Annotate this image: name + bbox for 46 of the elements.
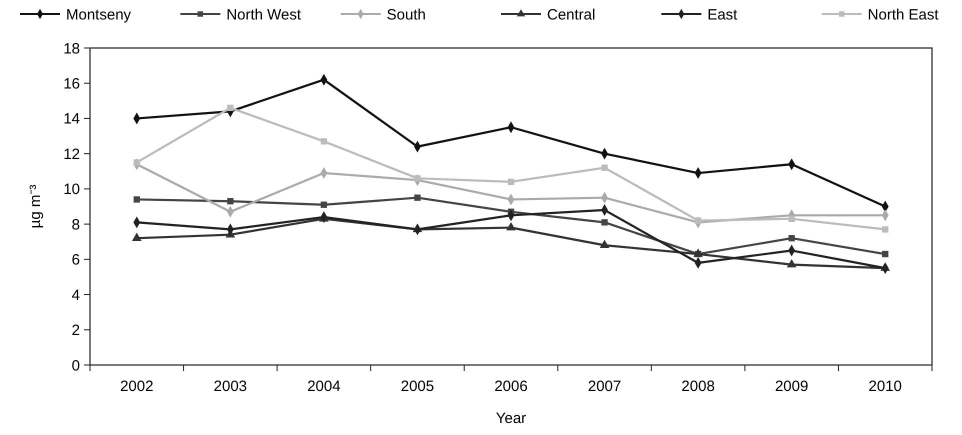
point (320, 138, 328, 144)
legend-label: North West (226, 6, 302, 24)
x-tick-label: 2007 (588, 378, 622, 395)
point (694, 217, 702, 224)
x-axis-title: Year (496, 410, 526, 427)
point (788, 235, 795, 242)
legend-label: South (386, 6, 426, 24)
x-tick-label: 2004 (307, 378, 341, 395)
point (601, 164, 608, 171)
point (132, 232, 142, 241)
x-tick-label: 2008 (681, 378, 715, 395)
x-tick-label: 2002 (120, 378, 154, 395)
x-tick-label: 2005 (400, 378, 434, 395)
y-tick-label: 18 (63, 40, 80, 58)
x-tick-label: 2010 (868, 378, 902, 395)
y-tick-label: 0 (72, 357, 80, 374)
point (414, 194, 421, 201)
y-tick-label: 16 (63, 75, 80, 92)
point (134, 196, 140, 203)
y-tick-label: 8 (72, 216, 80, 234)
point (506, 222, 516, 230)
legend-label: East (707, 6, 738, 24)
y-tick-label: 10 (63, 181, 80, 198)
point (600, 240, 610, 248)
point (508, 178, 514, 186)
point (882, 226, 888, 233)
point (601, 219, 608, 226)
y-tick-label: 2 (72, 322, 80, 340)
point (414, 175, 421, 182)
point (882, 250, 888, 258)
x-tick-label: 2006 (494, 378, 528, 395)
legend-label: Central (547, 6, 596, 24)
y-tick-label: 4 (72, 286, 80, 304)
point (320, 202, 328, 208)
y-tick-label: 6 (72, 252, 80, 269)
point (788, 216, 795, 222)
legend-label: North East (868, 6, 940, 24)
y-tick-label: 12 (63, 146, 80, 163)
legend-label: Montseny (66, 6, 132, 24)
x-tick-label: 2003 (214, 378, 248, 395)
y-axis-title: µg m⁻³ (27, 184, 44, 228)
point (786, 259, 796, 268)
point (227, 104, 234, 112)
x-tick-label: 2009 (774, 378, 808, 395)
point (227, 198, 234, 204)
y-tick-label: 14 (63, 110, 80, 128)
